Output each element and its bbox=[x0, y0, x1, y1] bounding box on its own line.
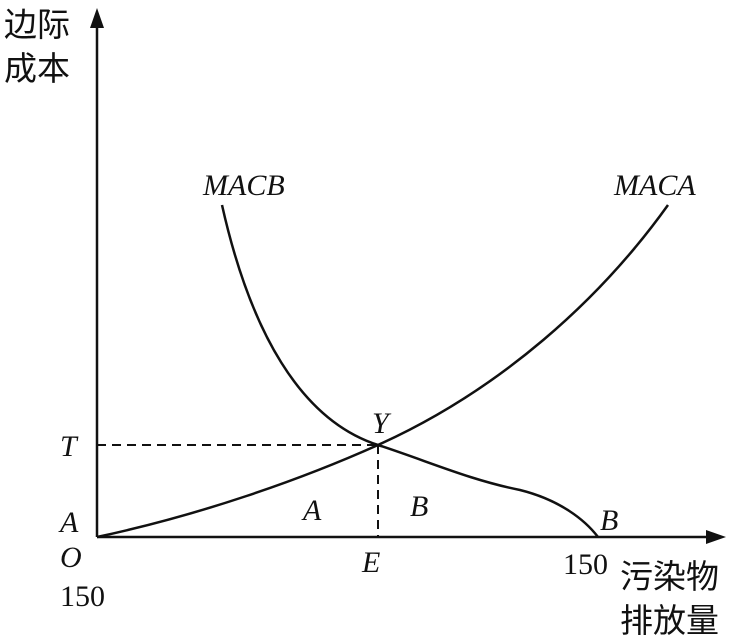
value-label: 150 bbox=[60, 580, 105, 613]
point-label: B bbox=[600, 504, 618, 537]
x-axis-label: 污染物 bbox=[620, 559, 719, 596]
y-axis-label: 成本 bbox=[4, 51, 70, 88]
point-label: T bbox=[60, 430, 79, 463]
point-label: A bbox=[58, 506, 79, 539]
region-label: A bbox=[301, 494, 322, 527]
point-label: Y bbox=[372, 407, 392, 440]
curve-label: MACB bbox=[202, 169, 285, 202]
region-label: B bbox=[410, 490, 428, 523]
maca-curve bbox=[96, 204, 670, 539]
point-label: O bbox=[60, 541, 82, 574]
value-label: 150 bbox=[563, 548, 608, 581]
y-axis-label: 边际 bbox=[4, 8, 70, 44]
x-axis-label: 排放量 bbox=[620, 603, 719, 640]
y-axis-arrow bbox=[90, 8, 104, 28]
macb-curve bbox=[220, 204, 599, 538]
point-label: E bbox=[361, 546, 380, 579]
curve-label: MACA bbox=[613, 169, 696, 202]
x-axis-arrow bbox=[706, 530, 726, 544]
